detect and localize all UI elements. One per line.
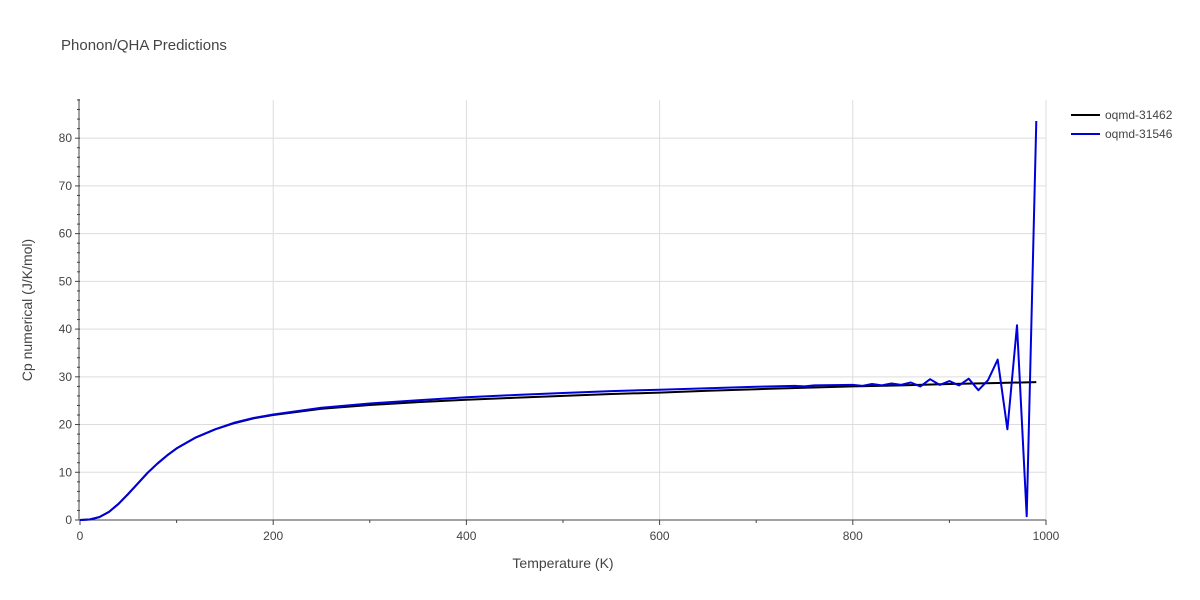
- y-tick-label: 30: [59, 370, 73, 384]
- series-line-oqmd-31462: [79, 381, 1037, 521]
- x-tick-label: 1000: [1033, 529, 1060, 543]
- series-line-oqmd-31546: [79, 120, 1038, 521]
- x-tick-label: 400: [456, 529, 476, 543]
- legend-label: oqmd-31462: [1105, 108, 1173, 122]
- y-tick-label: 0: [65, 513, 72, 527]
- grid-lines: [80, 100, 1047, 520]
- y-tick-label: 10: [59, 465, 73, 479]
- y-tick-label: 60: [59, 227, 73, 241]
- legend[interactable]: oqmd-31462 oqmd-31546: [1071, 108, 1173, 141]
- x-tick-label: 200: [263, 529, 283, 543]
- y-axis-title: Cp numerical (J/K/mol): [19, 239, 35, 381]
- y-tick-label: 80: [59, 131, 73, 145]
- x-axis-title: Temperature (K): [512, 555, 613, 571]
- legend-item[interactable]: oqmd-31462: [1071, 108, 1173, 122]
- y-tick-label: 70: [59, 179, 73, 193]
- x-tick-label: 800: [843, 529, 863, 543]
- x-tick-label: 0: [77, 529, 84, 543]
- series-layer: [79, 120, 1038, 521]
- y-tick-label: 20: [59, 418, 73, 432]
- x-axis-ticks: 0 200 400 600 800 1000: [77, 520, 1060, 543]
- legend-label: oqmd-31546: [1105, 127, 1173, 141]
- y-tick-label: 50: [59, 274, 73, 288]
- legend-item[interactable]: oqmd-31546: [1071, 127, 1173, 141]
- chart-title: Phonon/QHA Predictions: [61, 37, 227, 54]
- y-tick-label: 40: [59, 322, 73, 336]
- y-axis-ticks: 0 10 20 30 40 50 60 70 80: [59, 131, 80, 527]
- x-tick-label: 600: [650, 529, 670, 543]
